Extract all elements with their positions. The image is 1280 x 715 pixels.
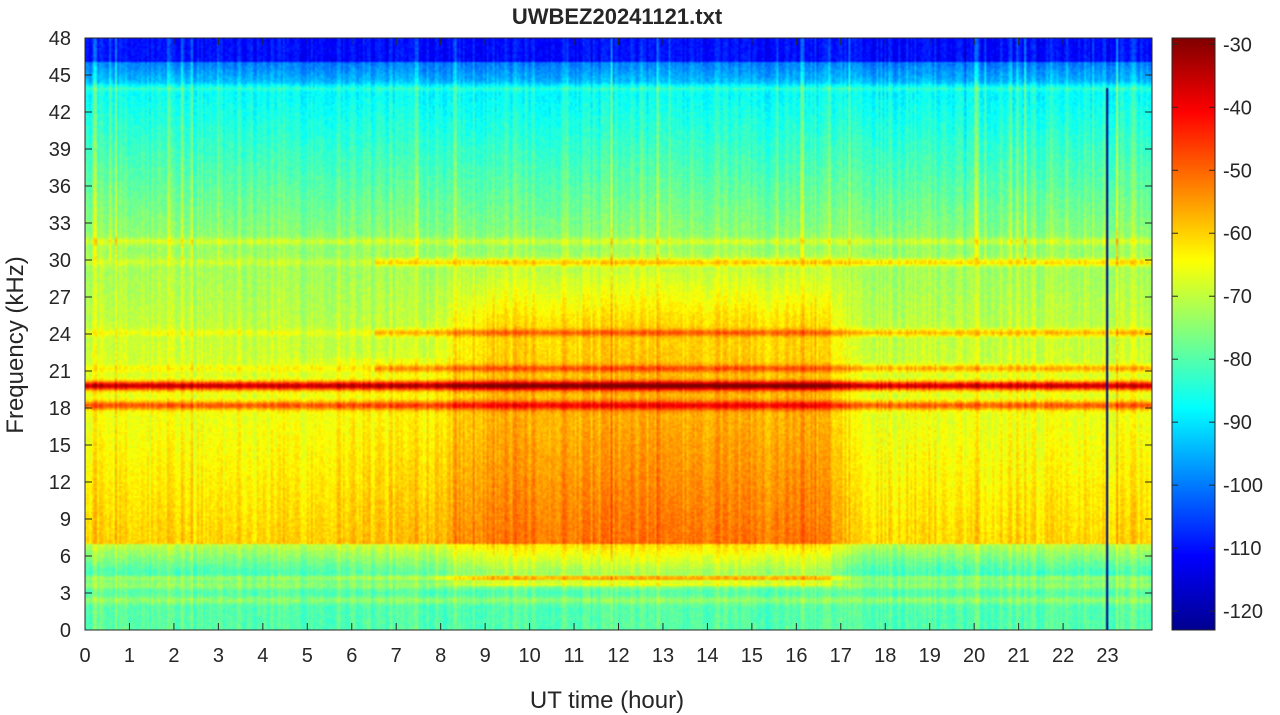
- y-tick-label: 0: [60, 620, 71, 642]
- colorbar-tick-label: -50: [1223, 160, 1252, 182]
- colorbar-tick-label: -90: [1223, 412, 1252, 434]
- colorbar-ticks: -30 -40 -50 -60 -70 -80 -90 -100 -110 -120: [1172, 34, 1263, 623]
- y-tick-label: 48: [49, 28, 71, 50]
- y-tick-label: 42: [49, 102, 71, 124]
- x-tick-label: 18: [874, 645, 896, 667]
- x-tick-label: 13: [652, 645, 674, 667]
- y-tick-label: 33: [49, 213, 71, 235]
- spectrogram-image: [85, 38, 1152, 630]
- colorbar-tick-label: -30: [1223, 34, 1252, 56]
- x-tick-label: 0: [79, 645, 90, 667]
- x-tick-label: 23: [1096, 645, 1118, 667]
- y-tick-label: 3: [60, 583, 71, 605]
- y-tick-label: 15: [49, 435, 71, 457]
- x-tick-label: 12: [607, 645, 629, 667]
- x-tick-label: 8: [435, 645, 446, 667]
- x-tick-label: 6: [346, 645, 357, 667]
- x-tick-label: 10: [518, 645, 540, 667]
- x-tick-label: 14: [696, 645, 718, 667]
- x-tick-label: 21: [1008, 645, 1030, 667]
- y-tick-label: 45: [49, 65, 71, 87]
- x-tick-label: 19: [919, 645, 941, 667]
- plot-area: [85, 38, 1152, 630]
- x-tick-label: 15: [741, 645, 763, 667]
- x-tick-label: 16: [785, 645, 807, 667]
- x-tick-label: 5: [302, 645, 313, 667]
- x-tick-label: 20: [963, 645, 985, 667]
- y-tick-label: 9: [60, 509, 71, 531]
- colorbar-frame: [1171, 37, 1216, 631]
- x-tick-label: 3: [213, 645, 224, 667]
- colorbar-tick-label: -40: [1223, 97, 1252, 119]
- colorbar-gradient: [1172, 38, 1215, 630]
- x-tick-label: 17: [830, 645, 852, 667]
- y-tick-label: 18: [49, 398, 71, 420]
- y-axis-label: Frequency (kHz): [2, 256, 29, 433]
- x-tick-label: 4: [257, 645, 268, 667]
- colorbar-tick-label: -100: [1223, 475, 1263, 497]
- y-tick-label: 24: [49, 324, 71, 346]
- x-axis-label: UT time (hour): [530, 687, 684, 714]
- x-tick-label: 1: [124, 645, 135, 667]
- colorbar-tick-label: -110: [1223, 538, 1262, 560]
- colorbar-tick-label: -120: [1223, 601, 1263, 623]
- colorbar: -30 -40 -50 -60 -70 -80 -90 -100 -110 -120: [1171, 34, 1263, 631]
- y-tick-label: 12: [49, 472, 71, 494]
- y-tick-label: 39: [49, 139, 71, 161]
- colorbar-tick-label: -60: [1223, 223, 1252, 245]
- chart-title: UWBEZ20241121.txt: [512, 4, 723, 29]
- x-tick-label: 11: [564, 645, 585, 667]
- y-tick-label: 21: [49, 361, 71, 383]
- colorbar-tick-label: -70: [1223, 286, 1252, 308]
- y-tick-label: 6: [60, 546, 71, 568]
- x-tick-label: 7: [391, 645, 402, 667]
- x-tick-label: 9: [480, 645, 491, 667]
- y-tick-label: 30: [49, 250, 71, 272]
- y-tick-label: 27: [49, 287, 71, 309]
- y-tick-label: 36: [49, 176, 71, 198]
- colorbar-tick-label: -80: [1223, 349, 1252, 371]
- x-tick-label: 2: [168, 645, 179, 667]
- x-axis: 0 1 2 3 4 5 6 7 8 9 10 11 12 13 14 15 16 17 18 19 20 21 22 23: [79, 38, 1119, 667]
- x-tick-label: 22: [1052, 645, 1074, 667]
